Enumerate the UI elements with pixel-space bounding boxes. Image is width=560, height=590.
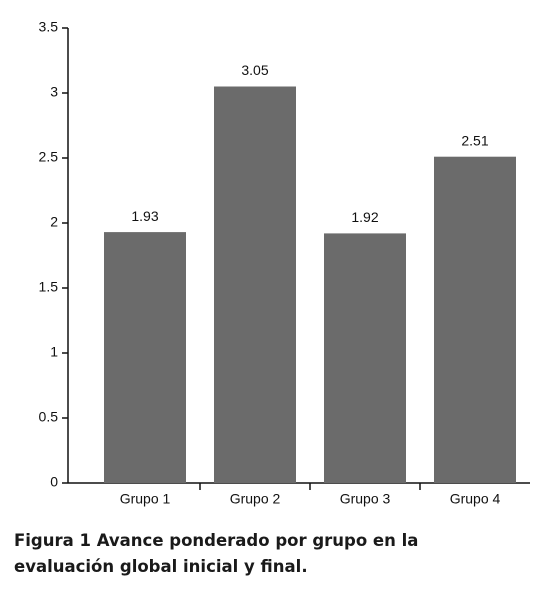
bar (104, 232, 186, 483)
value-label: 2.51 (461, 132, 488, 148)
value-label: 3.05 (241, 62, 268, 78)
y-tick-label: 2 (50, 214, 58, 230)
y-tick-label: 0 (50, 474, 58, 490)
value-label: 1.93 (131, 208, 158, 224)
y-tick-label: 3.5 (39, 19, 59, 35)
chart: 0 0.5 1 1.5 2 2.5 3 3.5 Grupo 1 1.93 Grupo 2 3.05 Gr… (39, 19, 530, 507)
y-tick-label: 2.5 (39, 149, 59, 165)
x-tick-label: Grupo 2 (230, 491, 281, 507)
x-tick-label: Grupo 1 (120, 491, 171, 507)
y-tick-label: 0.5 (39, 409, 59, 425)
y-tick-label: 1 (50, 344, 58, 360)
x-tick-label: Grupo 4 (450, 491, 501, 507)
bar (324, 233, 406, 483)
y-tick-label: 3 (50, 84, 58, 100)
chart-title: Figura 1 Avance ponderado por grupo en l… (14, 531, 419, 576)
x-tick-label: Grupo 3 (340, 491, 391, 507)
bar (214, 86, 296, 483)
bar (434, 156, 516, 483)
y-tick-label: 1.5 (39, 279, 59, 295)
value-label: 1.92 (351, 209, 378, 225)
